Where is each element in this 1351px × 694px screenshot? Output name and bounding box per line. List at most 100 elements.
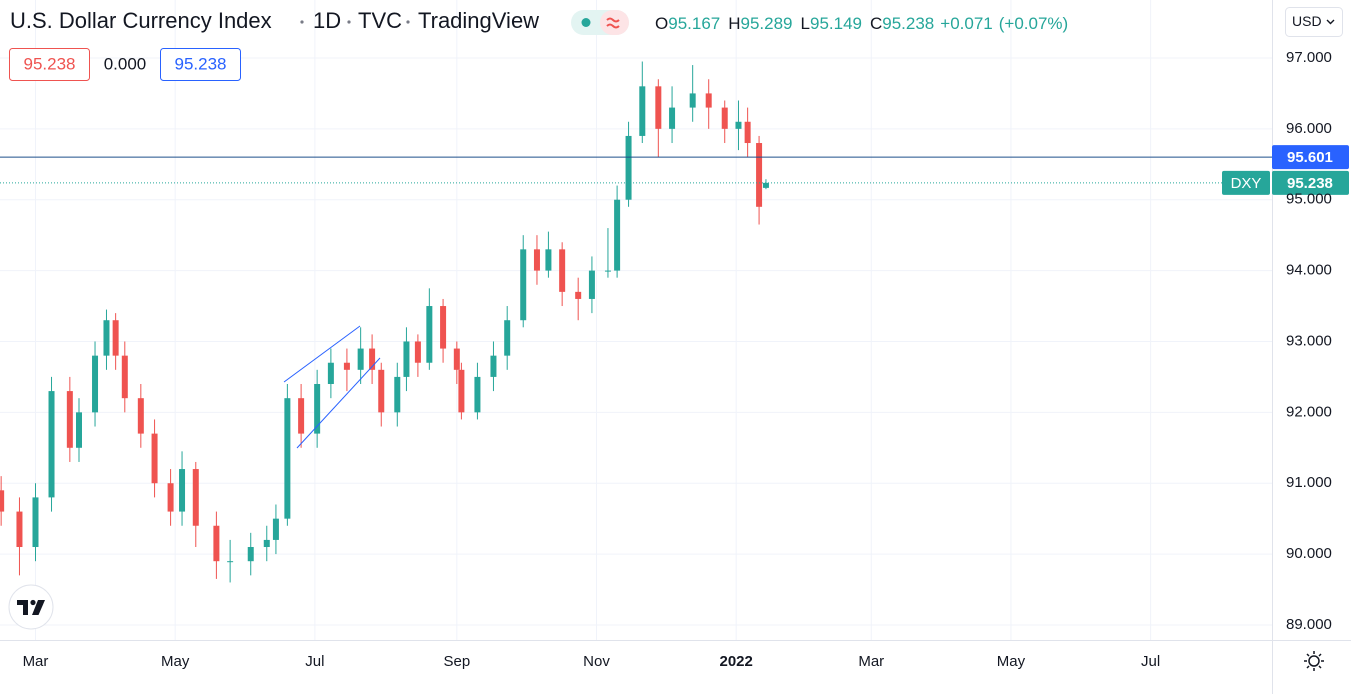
candle-body bbox=[735, 121, 742, 129]
candle-body bbox=[284, 398, 291, 519]
candle-body bbox=[121, 355, 128, 399]
candle-body bbox=[192, 469, 199, 526]
bid-value: 95.238 bbox=[24, 54, 76, 73]
overlays: 95.601 DXY 95.238 bbox=[0, 145, 1349, 195]
candle-body bbox=[614, 199, 621, 271]
x-tick-label: Mar bbox=[858, 653, 884, 670]
candle-body bbox=[744, 121, 751, 144]
currency-select[interactable]: USD bbox=[1285, 7, 1343, 37]
candle-body bbox=[314, 384, 321, 434]
candle-body bbox=[213, 525, 220, 562]
candle-body bbox=[669, 107, 676, 129]
candle-body bbox=[103, 320, 110, 356]
candle-body bbox=[357, 348, 364, 370]
y-tick-label: 96.000 bbox=[1286, 120, 1332, 137]
x-tick-label: May bbox=[161, 653, 190, 670]
candle-body bbox=[369, 348, 376, 370]
x-tick-label: Jul bbox=[1141, 653, 1160, 670]
candle-body bbox=[588, 270, 595, 299]
y-tick-label: 90.000 bbox=[1286, 545, 1332, 562]
candle-body bbox=[705, 93, 712, 108]
candle-body bbox=[137, 398, 144, 434]
ohlc-value: 95.149 bbox=[810, 14, 862, 33]
y-tick-label: 92.000 bbox=[1286, 403, 1332, 420]
candle-body bbox=[575, 291, 582, 299]
symbol-label-bg bbox=[1222, 170, 1270, 195]
candle-body bbox=[298, 398, 305, 434]
y-tick-label: 91.000 bbox=[1286, 474, 1332, 491]
ohlc-value: 95.238 bbox=[882, 14, 934, 33]
candles bbox=[0, 61, 769, 583]
separator bbox=[406, 20, 410, 24]
interval[interactable]: 1D bbox=[313, 8, 341, 33]
tradingview-logo[interactable] bbox=[8, 584, 54, 630]
candle-body bbox=[520, 249, 527, 321]
market-status[interactable] bbox=[571, 10, 629, 35]
candle-body bbox=[272, 518, 279, 540]
candle-body bbox=[227, 561, 234, 563]
legend-row: 95.238 0.000 95.238 bbox=[9, 48, 241, 81]
x-tick-label: May bbox=[997, 653, 1026, 670]
candle-body bbox=[32, 497, 39, 548]
candle-body bbox=[151, 433, 158, 484]
candle-body bbox=[343, 362, 350, 370]
candle-body bbox=[179, 469, 186, 512]
change: +0.071 bbox=[940, 14, 992, 33]
candle-body bbox=[263, 539, 270, 548]
ohlc-label: O bbox=[655, 14, 668, 33]
y-tick-label: 89.000 bbox=[1286, 616, 1332, 633]
ohlc-label: L bbox=[801, 14, 810, 33]
last-price-label-bg bbox=[1272, 170, 1349, 195]
trend-line[interactable] bbox=[283, 325, 361, 383]
candle-body bbox=[378, 369, 385, 413]
candle-body bbox=[533, 249, 540, 271]
candle-body bbox=[426, 306, 433, 363]
horizontal-line-label-bg bbox=[1272, 145, 1349, 170]
candle-body bbox=[504, 320, 511, 356]
x-tick-label: Jul bbox=[305, 653, 324, 670]
x-tick-label: Sep bbox=[443, 653, 470, 670]
x-tick-label: 2022 bbox=[719, 653, 752, 670]
y-tick-label: 97.000 bbox=[1286, 49, 1332, 66]
exchange: TVC bbox=[358, 8, 402, 33]
candle-body bbox=[762, 182, 769, 188]
title: U.S. Dollar Currency Index bbox=[10, 8, 272, 33]
y-tick-label: 93.000 bbox=[1286, 332, 1332, 349]
symbol-label: DXY bbox=[1231, 175, 1262, 192]
candle-body bbox=[689, 93, 696, 108]
candle-body bbox=[756, 143, 763, 207]
ohlc-value: 95.167 bbox=[668, 14, 720, 33]
separator bbox=[347, 20, 351, 24]
candle-body bbox=[655, 86, 662, 129]
candle-body bbox=[167, 483, 174, 512]
grid bbox=[0, 0, 1272, 640]
y-tick-label: 94.000 bbox=[1286, 262, 1332, 279]
candle-body bbox=[639, 86, 646, 136]
candle-body bbox=[458, 369, 465, 413]
ask-value: 95.238 bbox=[175, 54, 227, 73]
ohlc-values: O95.167 H95.289 L95.149 C95.238 +0.071 (+0.07… bbox=[655, 14, 1068, 33]
change-percent: (+0.07%) bbox=[999, 14, 1068, 33]
candle-body bbox=[16, 511, 23, 548]
x-tick-label: Mar bbox=[23, 653, 49, 670]
candle-body bbox=[414, 341, 421, 363]
candle-body bbox=[545, 249, 552, 271]
horizontal-line-label: 95.601 bbox=[1287, 149, 1333, 166]
candle-body bbox=[247, 547, 254, 562]
candle-body bbox=[92, 355, 99, 413]
candle-body bbox=[0, 490, 5, 512]
currency[interactable]: USD bbox=[1292, 13, 1322, 29]
source: TradingView bbox=[418, 8, 539, 33]
ohlc-label: H bbox=[728, 14, 740, 33]
spread-value: 0.000 bbox=[104, 54, 147, 73]
candle-body bbox=[48, 391, 55, 498]
y-tick-label: 95.000 bbox=[1286, 191, 1332, 208]
separator bbox=[300, 20, 304, 24]
settings-icon[interactable] bbox=[1304, 651, 1324, 671]
candle-body bbox=[490, 355, 497, 377]
candle-body bbox=[625, 135, 632, 200]
trend-line[interactable] bbox=[296, 357, 381, 449]
candle-body bbox=[75, 412, 82, 448]
